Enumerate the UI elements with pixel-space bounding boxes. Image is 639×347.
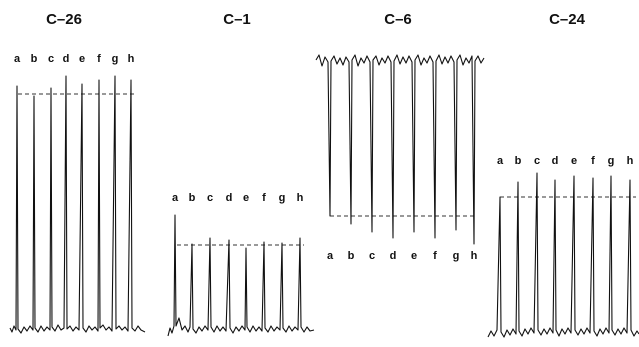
panel-c1-label-a: a — [172, 192, 179, 204]
panel-c1-label-b: b — [189, 192, 196, 204]
panel-c26-peak-labels: a b c d e f g h — [14, 53, 135, 65]
panel-c6-label-a: a — [327, 250, 334, 262]
panel-c24-label-b: b — [515, 155, 522, 167]
panel-c26-label-f: f — [97, 53, 101, 65]
panel-c6-title: C–6 — [384, 11, 412, 28]
panel-c26-trace — [9, 75, 146, 334]
panel-c1-label-h: h — [297, 192, 304, 204]
panel-c6-label-f: f — [433, 250, 437, 262]
panel-c1-label-e: e — [243, 192, 249, 204]
panel-c1: C–1 a b c d e f g h — [167, 11, 315, 337]
panel-c26-label-g: g — [112, 53, 119, 65]
panel-c24-label-a: a — [497, 155, 504, 167]
panel-c24: C–24 a b c d e f g h — [487, 11, 639, 338]
panel-c1-title: C–1 — [223, 11, 251, 28]
panel-c24-title: C–24 — [549, 11, 586, 28]
panel-c26-label-a: a — [14, 53, 21, 65]
panel-c24-label-f: f — [591, 155, 595, 167]
panel-c26-label-e: e — [79, 53, 85, 65]
panel-c26-label-b: b — [31, 53, 38, 65]
panel-c6-label-h: h — [471, 250, 478, 262]
panel-c6-label-d: d — [390, 250, 397, 262]
panel-c6-label-g: g — [453, 250, 460, 262]
panel-c26-label-h: h — [128, 53, 135, 65]
panel-c6-trace — [315, 54, 485, 245]
panel-c1-label-c: c — [207, 192, 213, 204]
panel-c6-label-e: e — [411, 250, 417, 262]
panel-c26: C–26 a b c d e f g h — [9, 11, 146, 334]
panel-c1-trace — [167, 214, 315, 337]
panel-c6-peak-labels: a b c d e f g h — [327, 250, 478, 262]
panel-c6-label-b: b — [348, 250, 355, 262]
panel-c24-label-g: g — [608, 155, 615, 167]
panel-c24-trace — [487, 172, 639, 338]
panel-c6-label-c: c — [369, 250, 375, 262]
panel-c26-title: C–26 — [46, 11, 82, 28]
panel-c26-label-c: c — [48, 53, 54, 65]
panel-c6: C–6 a b c d e f g h — [315, 11, 485, 262]
panel-c24-peak-labels: a b c d e f g h — [497, 155, 634, 167]
panel-c24-label-h: h — [627, 155, 634, 167]
panel-c1-peak-labels: a b c d e f g h — [172, 192, 304, 204]
panel-c26-label-d: d — [63, 53, 70, 65]
panel-c1-label-d: d — [226, 192, 233, 204]
panel-c1-label-g: g — [279, 192, 286, 204]
panel-c24-label-c: c — [534, 155, 540, 167]
panel-c24-label-d: d — [552, 155, 559, 167]
panel-c1-label-f: f — [262, 192, 266, 204]
panel-c24-label-e: e — [571, 155, 577, 167]
